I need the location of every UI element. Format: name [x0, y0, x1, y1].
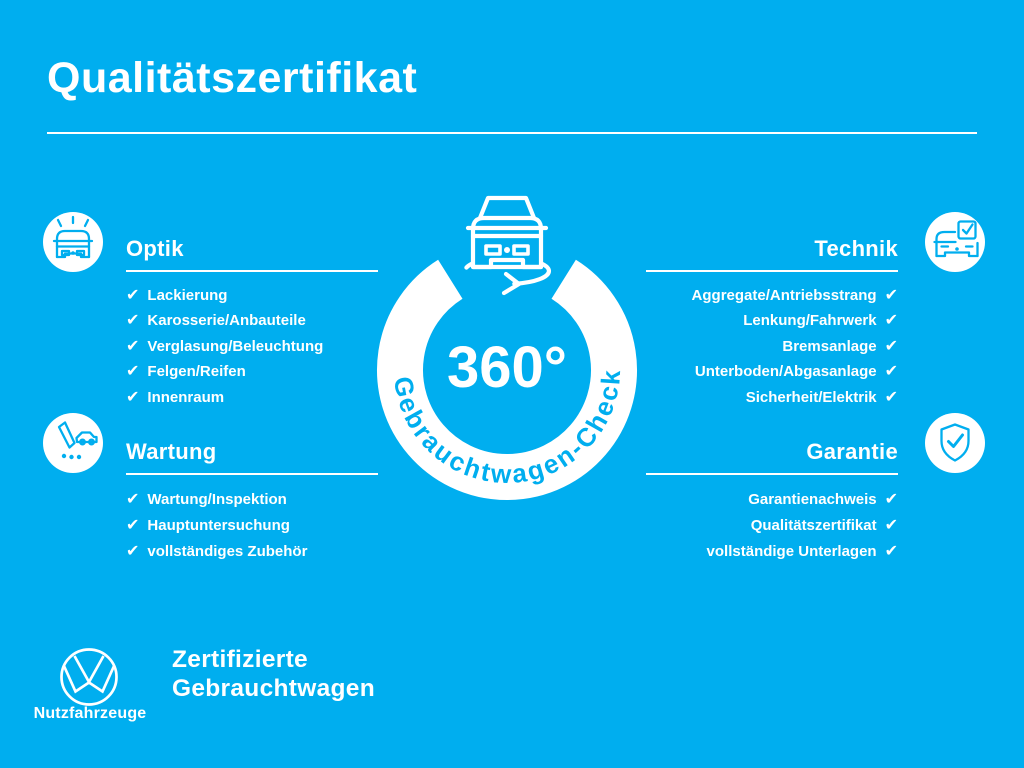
section-title-wartung: Wartung [126, 439, 217, 464]
check-item: Sicherheit/Elektrik ✔ [646, 385, 898, 410]
checklist-garantie: Garantienachweis ✔ Qualitätszertifikat ✔ vol… [646, 486, 898, 564]
check-icon: ✔ [884, 335, 898, 355]
check-item-label: Aggregate/Antriebsstrang [691, 287, 877, 304]
section-wartung: Wartung ✔ Wartung/Inspektion ✔ Hauptuntersu… [126, 439, 378, 564]
section-divider [126, 270, 378, 272]
check-item: Unterboden/Abgasanlage ✔ [646, 359, 898, 384]
check-item: vollständige Unterlagen ✔ [646, 538, 898, 564]
check-item-label: Verglasung/Beleuchtung [147, 337, 324, 355]
checklist-wartung: ✔ Wartung/Inspektion ✔ Hauptuntersuchung ✔ vo… [126, 486, 378, 564]
badge-value: 360° [447, 335, 567, 400]
360-check-badge: 360° Gebrauchtwagen-Check [347, 185, 667, 522]
check-icon: ✔ [126, 515, 140, 534]
section-optik: Optik ✔ Lackierung ✔ Karosserie/Anbauteile ✔… [126, 236, 378, 410]
check-item-label: Wartung/Inspektion [147, 491, 287, 508]
section-divider [126, 473, 378, 475]
check-item-label: Sicherheit/Elektrik [745, 388, 877, 406]
check-item: ✔ Karosserie/Anbauteile [126, 308, 378, 333]
section-technik: Technik Aggregate/Antriebsstrang ✔ Lenkung… [646, 236, 898, 410]
check-icon: ✔ [126, 310, 140, 330]
check-item: ✔ Felgen/Reifen [126, 359, 378, 384]
check-item-label: Lackierung [147, 287, 228, 304]
check-icon: ✔ [884, 489, 898, 508]
check-item-label: Innenraum [147, 388, 225, 406]
check-item: Lenkung/Fahrwerk ✔ [646, 308, 898, 333]
check-icon: ✔ [126, 386, 140, 406]
check-item: Garantienachweis ✔ [646, 486, 898, 512]
check-item: ✔ Innenraum [126, 385, 378, 410]
brand-label: Nutzfahrzeuge [33, 705, 147, 722]
check-icon: ✔ [126, 335, 140, 355]
check-item-label: Hauptuntersuchung [147, 517, 290, 534]
check-item: ✔ Lackierung [126, 283, 378, 308]
check-item: ✔ vollständiges Zubehör [126, 538, 378, 564]
check-icon: ✔ [126, 285, 140, 304]
check-icon: ✔ [884, 361, 898, 381]
check-icon: ✔ [884, 386, 898, 406]
check-item-label: Felgen/Reifen [147, 363, 246, 381]
check-icon: ✔ [884, 285, 898, 304]
check-icon: ✔ [884, 515, 898, 534]
section-garantie: Garantie Garantienachweis ✔ Qualitätszerti… [646, 439, 898, 564]
title-divider [47, 132, 977, 134]
check-item-label: Lenkung/Fahrwerk [743, 312, 877, 330]
check-item-label: Garantienachweis [748, 491, 877, 508]
vw-logo [57, 645, 121, 714]
check-item-label: Karosserie/Anbauteile [147, 312, 306, 330]
shiny-van-icon [43, 212, 103, 272]
tagline-line2: Gebrauchtwagen [172, 674, 375, 702]
check-item-label: Unterboden/Abgasanlage [694, 363, 877, 381]
checklist-technik: Aggregate/Antriebsstrang ✔ Lenkung/Fahrwer… [646, 283, 898, 410]
check-item: Qualitätszertifikat ✔ [646, 512, 898, 538]
van-360-rotation-icon [465, 195, 549, 270]
check-item: Aggregate/Antriebsstrang ✔ [646, 283, 898, 308]
section-title-optik: Optik [126, 236, 184, 261]
check-icon: ✔ [126, 489, 140, 508]
section-title-garantie: Garantie [806, 439, 898, 464]
section-divider [646, 270, 898, 272]
check-item-label: Qualitätszertifikat [750, 517, 877, 534]
check-icon: ✔ [884, 541, 898, 560]
check-item: Bremsanlage ✔ [646, 334, 898, 359]
section-divider [646, 473, 898, 475]
footer-tagline: Zertifizierte Gebrauchtwagen [172, 646, 375, 703]
check-item-label: Bremsanlage [782, 337, 877, 355]
check-icon: ✔ [126, 361, 140, 381]
check-item-label: vollständiges Zubehör [147, 543, 308, 560]
service-pen-van-icon [43, 413, 103, 473]
check-icon: ✔ [884, 310, 898, 330]
check-item-label: vollständige Unterlagen [706, 543, 877, 560]
van-checkbox-icon [925, 212, 985, 272]
check-item: ✔ Wartung/Inspektion [126, 486, 378, 512]
badge-ring [377, 259, 637, 500]
check-item: ✔ Hauptuntersuchung [126, 512, 378, 538]
page-title: Qualitätszertifikat [47, 54, 418, 102]
tagline-line1: Zertifizierte [172, 646, 308, 673]
shield-check-icon [925, 413, 985, 473]
check-icon: ✔ [126, 541, 140, 560]
checklist-optik: ✔ Lackierung ✔ Karosserie/Anbauteile ✔ Vergla… [126, 283, 378, 410]
check-item: ✔ Verglasung/Beleuchtung [126, 334, 378, 359]
section-title-technik: Technik [814, 236, 898, 261]
